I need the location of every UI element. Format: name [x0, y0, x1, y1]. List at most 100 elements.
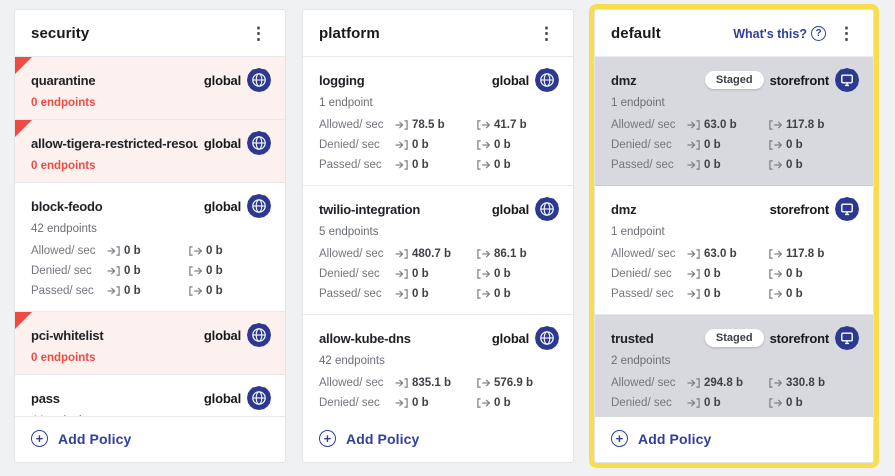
staged-badge: Staged: [704, 329, 764, 347]
denied-stat-row: Denied/ sec 0 b 0 b: [319, 268, 511, 280]
ingress-value: 835.1 b: [412, 377, 451, 389]
tier-header-security: security ⋮: [15, 10, 285, 57]
scope-label: global: [491, 201, 529, 217]
global-scope-icon: [535, 197, 559, 221]
endpoint-count: 1 endpoint: [319, 97, 373, 109]
passed-stat-row: Passed/ sec 0 b 0 b: [319, 159, 511, 171]
policy-card-dmz[interactable]: dmz storefront 1 endpoint Allowed/ sec 6…: [595, 186, 873, 315]
ingress-value: 0 b: [704, 397, 721, 409]
card-list: dmz Staged storefront 1 endpoint Allowed…: [595, 57, 873, 417]
egress-icon: [477, 269, 490, 279]
ingress-value: 0 b: [124, 245, 141, 257]
ingress-icon: [395, 269, 408, 279]
column-footer: + Add Policy: [303, 417, 573, 462]
policy-name: trusted: [611, 330, 654, 346]
egress-value: 0 b: [494, 139, 511, 151]
endpoint-count: 2 endpoints: [611, 355, 671, 367]
global-scope-icon: [247, 194, 271, 218]
policy-card-block-feodo[interactable]: block-feodo global 42 endpoints Allowed/…: [15, 183, 285, 312]
kebab-menu-icon[interactable]: ⋮: [838, 24, 855, 43]
whats-this-label: What's this?: [733, 26, 807, 41]
egress-value: 0 b: [786, 268, 803, 280]
kebab-menu-icon[interactable]: ⋮: [538, 24, 555, 43]
ingress-value: 0 b: [124, 265, 141, 277]
egress-icon: [477, 289, 490, 299]
policy-card-allow-tigera-restricted-resources[interactable]: allow-tigera-restricted-resources global…: [15, 120, 285, 183]
ingress-icon: [395, 398, 408, 408]
scope-label: global: [491, 72, 529, 88]
endpoint-count: 5 endpoints: [319, 226, 379, 238]
ingress-value: 0 b: [704, 159, 721, 171]
egress-icon: [769, 120, 782, 130]
ingress-icon: [395, 140, 408, 150]
policy-card-quarantine[interactable]: quarantine global 0 endpoints: [15, 57, 285, 120]
egress-icon: [769, 160, 782, 170]
question-circle-icon: ?: [811, 26, 826, 41]
policy-card-allow-kube-dns[interactable]: allow-kube-dns global 42 endpoints Allow…: [303, 315, 573, 417]
denied-stat-row: Denied/ sec 0 b 0 b: [611, 397, 803, 409]
policy-name: pass: [31, 390, 60, 406]
passed-stat-row: Passed/ sec 0 b 0 b: [611, 413, 859, 417]
policy-card-twilio-integration[interactable]: twilio-integration global 5 endpoints Al…: [303, 186, 573, 315]
egress-value: 0 b: [786, 288, 803, 300]
egress-icon: [189, 246, 202, 256]
egress-value: 86.1 b: [494, 248, 527, 260]
policy-card-trusted-staged[interactable]: trusted Staged storefront 2 endpoints Al…: [595, 315, 873, 417]
ingress-icon: [687, 269, 700, 279]
egress-value: 117.8 b: [786, 119, 825, 131]
ingress-value: 0 b: [412, 397, 429, 409]
denied-stat-row: Denied/ sec 0 b 0 b: [319, 139, 511, 151]
card-list: logging global 1 endpoint Allowed/ sec 7…: [303, 57, 573, 417]
egress-icon: [477, 378, 490, 388]
egress-value: 0 b: [494, 288, 511, 300]
ingress-icon: [687, 289, 700, 299]
traffic-stats: Allowed/ sec 0 b 0 b Denied/ sec 0 b 0 b…: [31, 241, 271, 301]
scope-label: global: [203, 135, 241, 151]
scope-label: global: [203, 72, 241, 88]
plus-circle-icon: +: [319, 430, 336, 447]
whats-this-link[interactable]: What's this? ?: [733, 26, 826, 41]
egress-icon: [769, 140, 782, 150]
endpoint-count: 42 endpoints: [319, 355, 385, 367]
scope-label: storefront: [769, 330, 830, 346]
egress-icon: [477, 160, 490, 170]
add-policy-button[interactable]: + Add Policy: [319, 430, 419, 447]
scope-label: global: [203, 390, 241, 406]
add-policy-button[interactable]: + Add Policy: [611, 430, 711, 447]
ingress-value: 0 b: [704, 268, 721, 280]
policy-card-pci-whitelist[interactable]: pci-whitelist global 0 endpoints: [15, 312, 285, 375]
traffic-stats: Allowed/ sec 294.8 b 330.8 b Denied/ sec…: [611, 373, 859, 417]
allowed-stat-row: Allowed/ sec 63.0 b 117.8 b: [611, 248, 825, 260]
tier-header-platform: platform ⋮: [303, 10, 573, 57]
ingress-icon: [395, 289, 408, 299]
endpoint-count: 1 endpoint: [611, 97, 665, 109]
tier-title: default: [611, 25, 661, 42]
namespace-scope-icon: [835, 68, 859, 92]
endpoint-count: 42 endpoints: [31, 223, 97, 235]
policy-card-logging[interactable]: logging global 1 endpoint Allowed/ sec 7…: [303, 57, 573, 186]
egress-icon: [477, 140, 490, 150]
ingress-icon: [107, 246, 120, 256]
egress-value: 117.8 b: [786, 248, 825, 260]
ingress-icon: [395, 378, 408, 388]
namespace-scope-icon: [835, 197, 859, 221]
allowed-stat-row: Allowed/ sec 835.1 b 576.9 b: [319, 377, 533, 389]
add-policy-label: Add Policy: [638, 430, 712, 447]
scope-label: global: [491, 330, 529, 346]
kebab-menu-icon[interactable]: ⋮: [250, 24, 267, 43]
global-scope-icon: [247, 323, 271, 347]
traffic-stats: Allowed/ sec 480.7 b 86.1 b Denied/ sec …: [319, 244, 559, 304]
egress-icon: [189, 266, 202, 276]
policy-card-dmz-staged[interactable]: dmz Staged storefront 1 endpoint Allowed…: [595, 57, 873, 186]
egress-value: 0 b: [494, 268, 511, 280]
tier-column-security: security ⋮ quarantine global 0 endpoints: [14, 9, 286, 463]
allowed-stat-row: Allowed/ sec 480.7 b 86.1 b: [319, 248, 527, 260]
column-footer: + Add Policy: [595, 417, 873, 462]
add-policy-label: Add Policy: [58, 430, 132, 447]
policy-name: dmz: [611, 201, 637, 217]
egress-icon: [477, 120, 490, 130]
add-policy-button[interactable]: + Add Policy: [31, 430, 131, 447]
passed-stat-row: Passed/ sec 0 b 0 b: [611, 288, 803, 300]
policy-card-pass[interactable]: pass global 44 endpoints Allowed/ sec 0 …: [15, 375, 285, 416]
egress-value: 41.7 b: [494, 119, 527, 131]
